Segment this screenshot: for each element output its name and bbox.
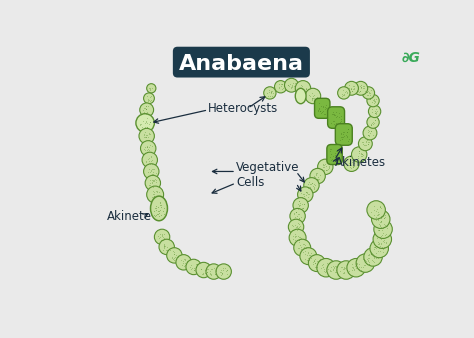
Circle shape xyxy=(345,81,358,95)
Circle shape xyxy=(363,126,377,140)
Circle shape xyxy=(344,156,359,171)
Circle shape xyxy=(264,87,276,99)
Circle shape xyxy=(140,103,154,117)
Circle shape xyxy=(146,186,164,203)
Circle shape xyxy=(354,81,368,95)
Circle shape xyxy=(144,93,155,104)
Circle shape xyxy=(374,220,392,238)
Circle shape xyxy=(367,201,385,219)
Text: Anabaena: Anabaena xyxy=(179,54,304,74)
Ellipse shape xyxy=(151,196,167,221)
Circle shape xyxy=(337,261,356,279)
Circle shape xyxy=(146,84,156,93)
Text: Akinete: Akinete xyxy=(107,210,152,223)
Circle shape xyxy=(142,152,157,168)
Circle shape xyxy=(300,248,317,265)
FancyBboxPatch shape xyxy=(335,124,352,145)
Circle shape xyxy=(136,114,155,132)
Circle shape xyxy=(176,255,191,270)
Circle shape xyxy=(356,254,374,272)
Ellipse shape xyxy=(295,88,306,104)
Circle shape xyxy=(295,80,310,96)
Circle shape xyxy=(298,187,313,202)
Circle shape xyxy=(274,80,287,93)
Circle shape xyxy=(358,137,372,151)
Circle shape xyxy=(347,259,365,277)
Circle shape xyxy=(206,264,221,279)
Text: ∂G: ∂G xyxy=(401,50,420,65)
Circle shape xyxy=(367,116,379,128)
Text: Heterocysts: Heterocysts xyxy=(208,102,279,115)
Circle shape xyxy=(367,94,379,107)
Circle shape xyxy=(373,230,392,248)
FancyBboxPatch shape xyxy=(327,145,342,165)
Circle shape xyxy=(294,239,310,256)
FancyBboxPatch shape xyxy=(328,107,345,128)
Circle shape xyxy=(216,264,231,279)
Circle shape xyxy=(370,239,389,258)
Circle shape xyxy=(196,262,211,278)
Circle shape xyxy=(310,168,325,184)
Circle shape xyxy=(145,175,161,191)
Circle shape xyxy=(140,141,156,156)
Circle shape xyxy=(159,239,174,255)
Circle shape xyxy=(139,128,155,144)
Circle shape xyxy=(317,259,335,277)
Circle shape xyxy=(368,105,381,118)
Circle shape xyxy=(304,178,319,193)
Circle shape xyxy=(155,229,170,245)
Circle shape xyxy=(364,248,383,266)
Text: Akinetes: Akinetes xyxy=(335,156,386,169)
Circle shape xyxy=(372,210,390,228)
Circle shape xyxy=(289,229,306,246)
Circle shape xyxy=(327,261,346,279)
Circle shape xyxy=(309,255,325,271)
Circle shape xyxy=(293,198,309,213)
Circle shape xyxy=(352,147,367,162)
Circle shape xyxy=(290,209,305,224)
FancyBboxPatch shape xyxy=(315,98,330,118)
Circle shape xyxy=(186,259,201,275)
Circle shape xyxy=(284,78,298,92)
Circle shape xyxy=(318,159,333,174)
Text: Vegetative
Cells: Vegetative Cells xyxy=(236,161,300,189)
FancyBboxPatch shape xyxy=(173,47,310,77)
Circle shape xyxy=(305,88,321,104)
Circle shape xyxy=(288,219,304,235)
Circle shape xyxy=(337,87,350,99)
Circle shape xyxy=(144,164,159,179)
Circle shape xyxy=(362,87,374,99)
Circle shape xyxy=(167,248,182,263)
